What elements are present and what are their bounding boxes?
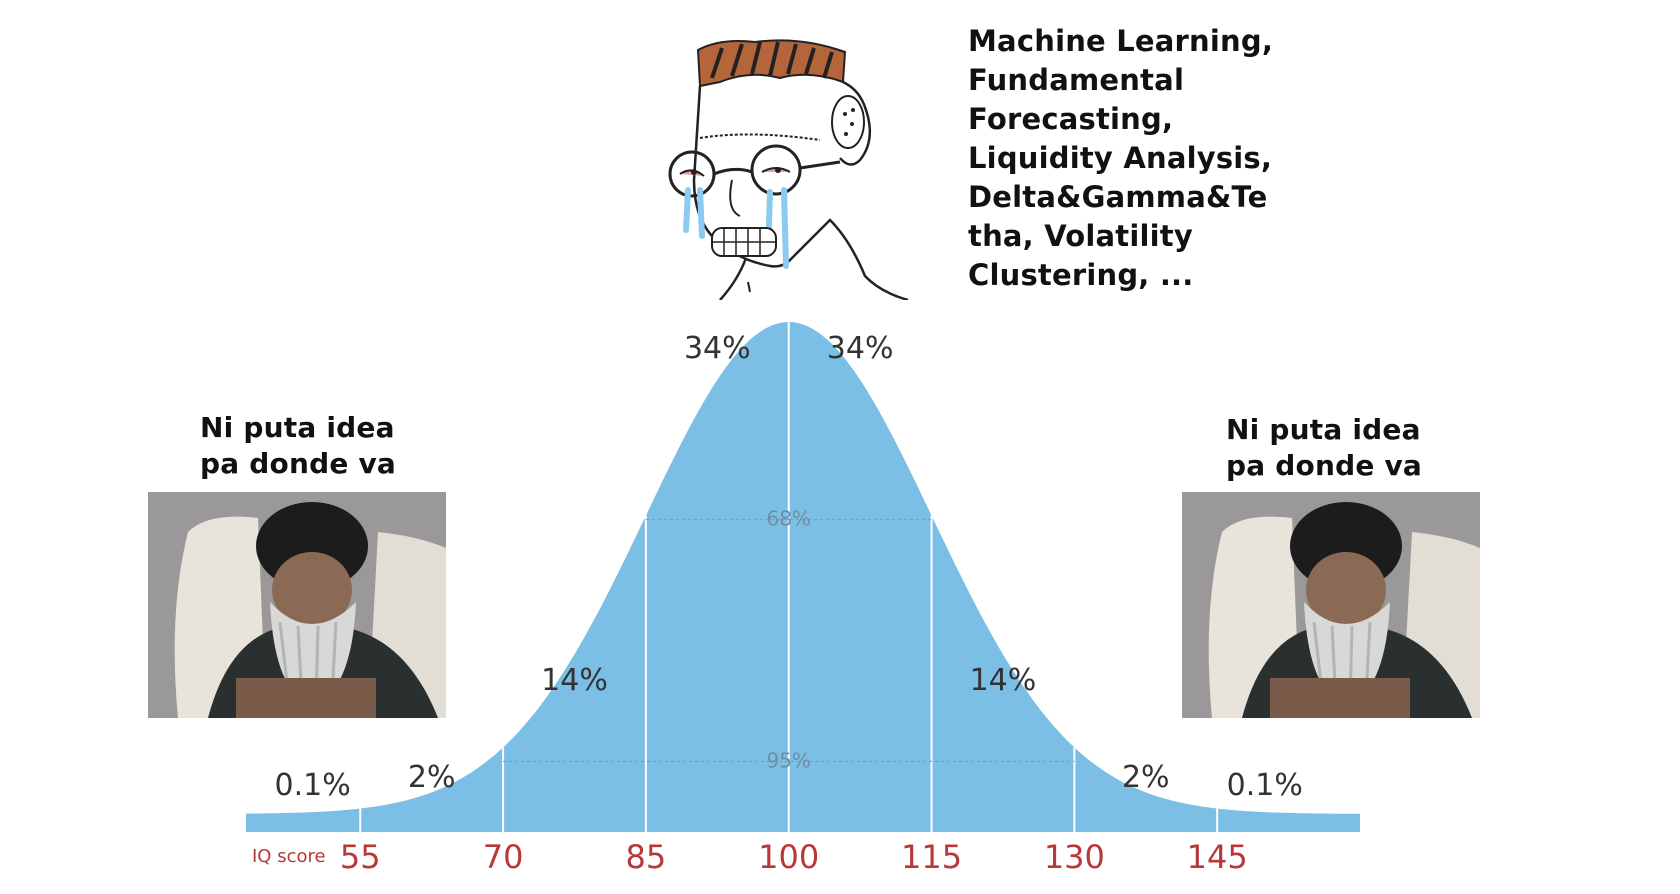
tick-label: 145 xyxy=(1187,838,1248,876)
band-percent-label: 2% xyxy=(408,760,456,795)
left-photo xyxy=(148,492,446,718)
top-caption: Machine Learning, Fundamental Forecastin… xyxy=(968,24,1274,292)
span-label: 68% xyxy=(766,507,810,531)
tick-label: 115 xyxy=(901,838,962,876)
span-label: 95% xyxy=(766,748,810,772)
band-percent-label: 34% xyxy=(684,331,751,366)
right-photo xyxy=(1182,492,1480,718)
bearded-man-photo-icon xyxy=(1182,492,1480,718)
crying-wojak-icon xyxy=(668,39,909,300)
x-axis-label: IQ score xyxy=(252,846,326,867)
band-percent-label: 2% xyxy=(1122,760,1170,795)
bell-curve-area xyxy=(246,322,1360,832)
tick-label: 85 xyxy=(626,838,667,876)
right-caption: Ni puta idea pa donde va xyxy=(1226,413,1423,482)
bearded-man-photo-icon xyxy=(148,492,446,718)
tick-label: 55 xyxy=(340,838,381,876)
band-percent-label: 0.1% xyxy=(1227,768,1303,803)
tick-label: 130 xyxy=(1044,838,1105,876)
band-percent-label: 0.1% xyxy=(275,768,351,803)
band-percent-label: 34% xyxy=(827,331,894,366)
tick-label: 100 xyxy=(758,838,819,876)
tick-label: 70 xyxy=(483,838,524,876)
band-percent-label: 14% xyxy=(970,663,1037,698)
left-caption: Ni puta idea pa donde va xyxy=(200,411,397,480)
band-percent-label: 14% xyxy=(541,663,608,698)
